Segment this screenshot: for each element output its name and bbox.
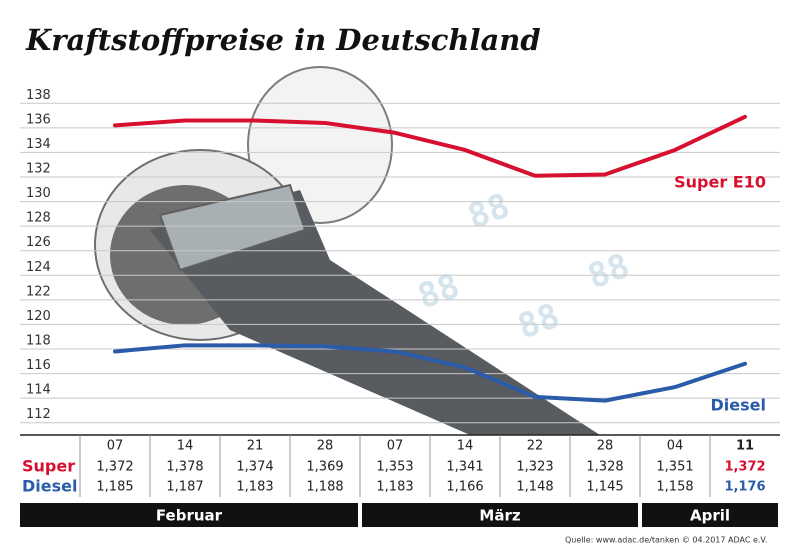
x-tick-label: 07: [387, 439, 404, 454]
table-cell: 1,374: [236, 460, 273, 475]
table-cell: 1,353: [376, 460, 413, 475]
table-cell: 1,166: [446, 480, 483, 495]
x-tick-label: 22: [527, 439, 544, 454]
y-tick-label: 116: [26, 358, 51, 373]
row-label: Super: [22, 457, 75, 476]
table-cell: 1,145: [586, 480, 623, 495]
y-tick-label: 112: [26, 407, 51, 422]
y-tick-label: 138: [26, 88, 51, 103]
table-cell: 1,188: [306, 480, 343, 495]
month-bar: [20, 503, 358, 527]
table-cell: 1,351: [656, 460, 693, 475]
y-tick-label: 130: [26, 186, 51, 201]
month-bar: [362, 503, 638, 527]
x-tick-label: 14: [457, 439, 474, 454]
series-label: Diesel: [711, 396, 766, 415]
month-label: Februar: [156, 507, 223, 525]
y-tick-label: 126: [26, 235, 51, 250]
table-cell: 1,148: [516, 480, 553, 495]
x-tick-label: 14: [177, 439, 194, 454]
table-cell: 1,372: [724, 460, 765, 475]
y-tick-label: 122: [26, 284, 51, 299]
x-tick-label: 21: [247, 439, 264, 454]
table-cell: 1,183: [236, 480, 273, 495]
svg-text:88: 88: [583, 246, 635, 298]
table-cell: 1,328: [586, 460, 623, 475]
x-tick-label: 11: [736, 439, 754, 454]
svg-text:88: 88: [513, 296, 565, 348]
x-tick-label: 07: [107, 439, 124, 454]
table-cell: 1,323: [516, 460, 553, 475]
y-tick-label: 118: [26, 334, 51, 349]
x-tick-label: 04: [667, 439, 684, 454]
series-label: Super E10: [674, 173, 766, 192]
y-tick-label: 132: [26, 162, 51, 177]
y-tick-label: 114: [26, 383, 51, 398]
y-tick-label: 136: [26, 112, 51, 127]
table-cell: 1,183: [376, 480, 413, 495]
table-cell: 1,372: [96, 460, 133, 475]
svg-text:88: 88: [463, 186, 515, 238]
line-series: [113, 114, 747, 178]
svg-text:88: 88: [413, 266, 465, 318]
row-label: Diesel: [22, 477, 77, 496]
month-label: April: [690, 507, 730, 525]
source: Quelle: www.adac.de/tanken © 04.2017 ADA…: [565, 536, 767, 545]
table-cell: 1,187: [166, 480, 203, 495]
y-tick-label: 128: [26, 211, 51, 226]
table-cell: 1,158: [656, 480, 693, 495]
table-cell: 1,185: [96, 480, 133, 495]
table-cell: 1,341: [446, 460, 483, 475]
x-tick-label: 28: [597, 439, 614, 454]
table-cell: 1,378: [166, 460, 203, 475]
y-tick-label: 134: [26, 137, 51, 152]
table-cell: 1,369: [306, 460, 343, 475]
line-series: [113, 343, 747, 403]
chart-title: Kraftstoffpreise in Deutschland: [25, 23, 541, 57]
x-tick-label: 28: [317, 439, 334, 454]
y-tick-label: 120: [26, 309, 51, 324]
table-cell: 1,176: [724, 480, 765, 495]
y-tick-label: 124: [26, 260, 51, 275]
month-bar: [642, 503, 778, 527]
month-label: März: [479, 507, 520, 525]
